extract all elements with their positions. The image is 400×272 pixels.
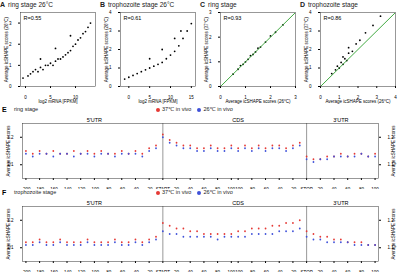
svg-text:Average icSHAPE scores: Average icSHAPE scores (6, 125, 11, 177)
svg-text:80: 80 (215, 270, 221, 272)
svg-text:40: 40 (188, 270, 194, 272)
svg-text:-80: -80 (105, 270, 112, 272)
svg-text:5'UTR: 5'UTR (87, 117, 102, 123)
svg-text:100: 100 (371, 270, 379, 272)
svg-text:Average icSHAPE scores: Average icSHAPE scores (391, 208, 396, 260)
html-text:E: E (2, 106, 7, 113)
svg-text:1: 1 (309, 65, 312, 70)
svg-text:1: 1 (209, 59, 212, 64)
svg-text:Average icSHAPE scores (26°C): Average icSHAPE scores (26°C) (225, 99, 291, 104)
svg-text:-100: -100 (90, 270, 100, 272)
svg-text:CDS: CDS (232, 200, 244, 206)
svg-text:2: 2 (209, 35, 212, 40)
html-text:C ring stage: C ring stage (200, 1, 237, 8)
svg-text:1: 1 (338, 94, 341, 100)
svg-text:10: 10 (73, 94, 78, 100)
svg-text:5'UTR: 5'UTR (87, 200, 102, 206)
svg-text:0: 0 (219, 95, 222, 100)
svg-text:5: 5 (49, 94, 52, 100)
svg-text:Average icSHAPE scores (26°C): Average icSHAPE scores (26°C) (104, 16, 109, 82)
svg-text:80: 80 (359, 270, 365, 272)
svg-text:5: 5 (148, 94, 151, 100)
svg-text:-60: -60 (119, 270, 126, 272)
svg-text:START: START (156, 270, 171, 272)
svg-text:Average icSHAPE scores (37°C): Average icSHAPE scores (37°C) (304, 16, 309, 82)
svg-text:R=0.55: R=0.55 (24, 15, 42, 21)
svg-text:0: 0 (209, 84, 212, 89)
svg-text:0: 0 (9, 84, 12, 89)
svg-text:0: 0 (24, 95, 27, 100)
svg-text:2: 2 (109, 47, 112, 52)
html-text:F: F (2, 189, 7, 196)
html-text:A ring stage 26°C: A ring stage 26°C (0, 1, 53, 8)
svg-text:R=0.61: R=0.61 (124, 15, 142, 21)
svg-text:3: 3 (9, 21, 12, 26)
html-text:D trophozoite stage: D trophozoite stage (300, 1, 358, 8)
svg-text:0: 0 (319, 95, 322, 100)
svg-text:2: 2 (309, 47, 312, 52)
svg-text:CDS: CDS (232, 117, 244, 123)
html-text:26℃ in vivo: 26℃ in vivo (203, 106, 233, 112)
html-text:37℃ in vivo: 37℃ in vivo (162, 106, 192, 112)
html-text:ring stage: ring stage (14, 106, 39, 112)
svg-text:40: 40 (331, 270, 337, 272)
svg-text:3: 3 (209, 10, 212, 15)
svg-text:4: 4 (309, 10, 312, 15)
svg-text:R=0.86: R=0.86 (324, 15, 342, 21)
svg-text:-20: -20 (290, 270, 297, 272)
svg-text:15: 15 (189, 95, 195, 100)
svg-text:2: 2 (269, 94, 272, 100)
svg-text:20: 20 (318, 270, 324, 272)
svg-text:60: 60 (345, 270, 351, 272)
svg-text:Average icSHAPE scores (26°C): Average icSHAPE scores (26°C) (4, 16, 9, 82)
svg-text:0: 0 (309, 84, 312, 89)
svg-text:Average icSHAPE scores: Average icSHAPE scores (391, 125, 396, 177)
svg-text:2: 2 (356, 94, 360, 100)
html-text:26℃ in vivo: 26℃ in vivo (203, 189, 233, 195)
svg-text:4: 4 (109, 10, 112, 15)
svg-text:3: 3 (294, 95, 297, 100)
svg-text:3: 3 (309, 28, 312, 33)
svg-text:3'UTR: 3'UTR (333, 117, 348, 123)
svg-text:-20: -20 (146, 270, 153, 272)
svg-text:1: 1 (109, 65, 112, 70)
html-text:-20 START: -20 START (145, 186, 170, 192)
svg-text:-60: -60 (262, 270, 269, 272)
svg-text:3'UTR: 3'UTR (333, 200, 348, 206)
svg-text:3: 3 (375, 94, 378, 100)
svg-text:STOP: STOP (301, 270, 313, 272)
svg-text:-140: -140 (62, 270, 72, 272)
svg-text:-40: -40 (276, 270, 283, 272)
svg-text:0: 0 (128, 95, 131, 100)
svg-text:-120: -120 (76, 270, 86, 272)
html-text:37℃ in vivo: 37℃ in vivo (162, 189, 192, 195)
svg-text:-160: -160 (49, 270, 59, 272)
svg-text:log2 mRNA [FPKM]: log2 mRNA [FPKM] (38, 99, 77, 104)
svg-text:-180: -180 (35, 270, 45, 272)
html-text:trophozoite stage: trophozoite stage (14, 189, 57, 195)
svg-text:-200: -200 (21, 270, 31, 272)
svg-text:20: 20 (174, 270, 180, 272)
html-text:B trophozoite stage 26°C: B trophozoite stage 26°C (100, 1, 175, 8)
svg-text:3: 3 (109, 28, 112, 33)
svg-text:-40: -40 (132, 270, 139, 272)
svg-text:10: 10 (168, 94, 173, 100)
svg-text:Average icSHAPE scores: Average icSHAPE scores (6, 208, 11, 260)
svg-text:0: 0 (109, 84, 112, 89)
svg-text:Average icSHAPE scores (26°C): Average icSHAPE scores (26°C) (325, 99, 391, 104)
svg-text:Average icSHAPE scores (37°C): Average icSHAPE scores (37°C) (204, 16, 209, 82)
svg-text:1: 1 (9, 63, 12, 68)
svg-text:2: 2 (9, 42, 12, 47)
svg-text:-100: -100 (234, 270, 244, 272)
svg-text:R=0.93: R=0.93 (224, 15, 242, 21)
svg-text:-80: -80 (249, 270, 256, 272)
svg-text:60: 60 (201, 270, 207, 272)
svg-text:4: 4 (394, 95, 397, 100)
svg-text:log2 mRNA [FPKM]: log2 mRNA [FPKM] (138, 99, 177, 104)
svg-text:1: 1 (244, 94, 247, 100)
